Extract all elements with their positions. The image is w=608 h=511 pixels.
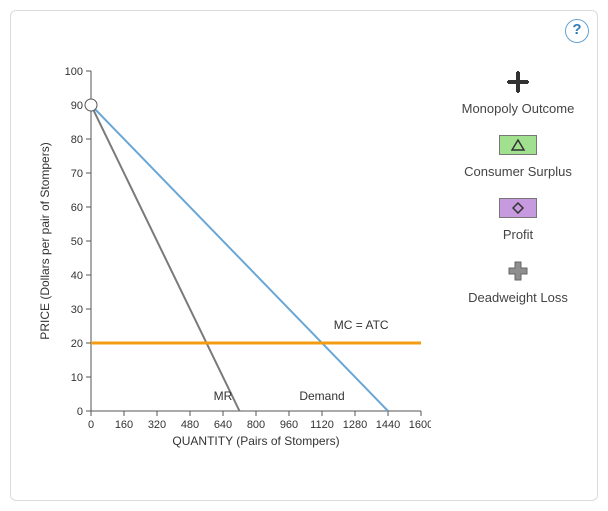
svg-text:1120: 1120 bbox=[310, 419, 334, 431]
legend-icon-deadweight_loss[interactable] bbox=[498, 260, 538, 282]
svg-text:1600: 1600 bbox=[409, 419, 431, 431]
svg-text:1440: 1440 bbox=[376, 419, 400, 431]
svg-text:PRICE (Dollars per pair of Sto: PRICE (Dollars per pair of Stompers) bbox=[38, 142, 52, 339]
page-container: ? 0 10 20 30 40 50 60 70 80 90 100 0 160 320 480 640 800… bbox=[0, 0, 608, 511]
svg-text:40: 40 bbox=[71, 270, 83, 282]
svg-text:100: 100 bbox=[65, 66, 83, 78]
svg-text:90: 90 bbox=[71, 100, 83, 112]
svg-text:960: 960 bbox=[280, 419, 298, 431]
svg-text:QUANTITY (Pairs of Stompers): QUANTITY (Pairs of Stompers) bbox=[172, 434, 339, 448]
svg-text:640: 640 bbox=[214, 419, 232, 431]
y-intercept-marker bbox=[85, 99, 97, 111]
legend-label-monopoly_outcome: Monopoly Outcome bbox=[462, 101, 575, 116]
svg-text:320: 320 bbox=[148, 419, 166, 431]
svg-text:20: 20 bbox=[71, 338, 83, 350]
series-label-MR: MR bbox=[214, 389, 233, 403]
svg-text:70: 70 bbox=[71, 168, 83, 180]
svg-text:50: 50 bbox=[71, 236, 83, 248]
series-MR bbox=[91, 105, 240, 411]
series-label-Demand: Demand bbox=[299, 389, 344, 403]
economics-chart: 0 10 20 30 40 50 60 70 80 90 100 0 160 320 480 640 800 96… bbox=[31, 51, 431, 471]
help-icon[interactable]: ? bbox=[565, 19, 589, 43]
svg-text:60: 60 bbox=[71, 202, 83, 214]
svg-text:160: 160 bbox=[115, 419, 133, 431]
svg-text:800: 800 bbox=[247, 419, 265, 431]
series-Demand bbox=[91, 105, 388, 411]
svg-text:480: 480 bbox=[181, 419, 199, 431]
svg-text:1280: 1280 bbox=[343, 419, 367, 431]
content-row: 0 10 20 30 40 50 60 70 80 90 100 0 160 320 480 640 800 96… bbox=[31, 51, 577, 480]
legend-icon-monopoly_outcome[interactable] bbox=[498, 71, 538, 93]
legend-label-profit: Profit bbox=[503, 227, 533, 242]
legend-icon-consumer_surplus[interactable] bbox=[498, 134, 538, 156]
legend-label-deadweight_loss: Deadweight Loss bbox=[468, 290, 568, 305]
svg-text:30: 30 bbox=[71, 304, 83, 316]
series-label-MC_ATC: MC = ATC bbox=[334, 318, 389, 332]
svg-text:0: 0 bbox=[88, 419, 94, 431]
svg-text:0: 0 bbox=[77, 406, 83, 418]
legend-icon-profit[interactable] bbox=[498, 197, 538, 219]
legend-panel: Monopoly Outcome Consumer Surplus Profit De… bbox=[431, 51, 577, 315]
card: ? 0 10 20 30 40 50 60 70 80 90 100 0 160 320 480 640 800… bbox=[10, 10, 598, 501]
svg-text:80: 80 bbox=[71, 134, 83, 146]
chart-svg: 0 10 20 30 40 50 60 70 80 90 100 0 160 320 480 640 800 96… bbox=[31, 51, 431, 471]
svg-text:10: 10 bbox=[71, 372, 83, 384]
legend-label-consumer_surplus: Consumer Surplus bbox=[464, 164, 572, 179]
